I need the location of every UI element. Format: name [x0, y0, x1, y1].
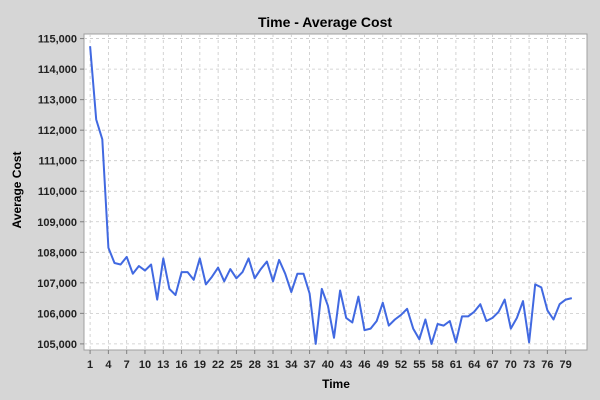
y-tick-label: 111,000 [38, 156, 77, 168]
x-tick-label: 16 [175, 359, 187, 371]
y-tick-label: 107,000 [37, 278, 77, 290]
x-tick-label: 46 [358, 359, 370, 371]
x-tick-label: 64 [468, 359, 481, 371]
y-tick-label: 115,000 [38, 34, 77, 46]
x-tick-label: 55 [413, 359, 425, 371]
chart-title: Time - Average Cost [258, 14, 392, 30]
grid-lines [84, 34, 587, 350]
x-tick-label: 28 [249, 359, 261, 371]
x-tick-label: 7 [124, 359, 130, 371]
y-tick-label: 112,000 [38, 125, 77, 137]
x-axis-label: Time [322, 377, 350, 391]
x-tick-label: 40 [322, 359, 334, 371]
x-tick-label: 79 [560, 359, 572, 371]
x-tick-label: 19 [194, 359, 206, 371]
y-tick-label: 106,000 [37, 308, 77, 320]
x-tick-label: 34 [285, 359, 298, 371]
x-tick-label: 67 [486, 359, 498, 371]
x-tick-label: 1 [87, 359, 93, 371]
x-tick-label: 37 [303, 359, 315, 371]
x-tick-label: 43 [340, 359, 352, 371]
data-series [89, 46, 573, 345]
x-tick-label: 10 [139, 359, 151, 371]
y-tick-label: 105,000 [37, 339, 77, 351]
x-tick-label: 61 [450, 359, 462, 371]
y-tick-label: 110,000 [38, 186, 77, 198]
x-tick-label: 70 [505, 359, 517, 371]
x-tick-label: 13 [157, 359, 169, 371]
x-tick-label: 4 [105, 359, 112, 371]
x-axis: 1 4 7 10 13 16 19 22 25 28 31 34 37 40 43 46 49 52 55 58 61 6… [87, 350, 572, 371]
x-tick-label: 73 [523, 359, 535, 371]
y-tick-label: 108,000 [37, 247, 77, 259]
y-tick-label: 113,000 [38, 95, 77, 107]
x-tick-label: 58 [431, 359, 443, 371]
x-tick-label: 22 [212, 359, 224, 371]
y-axis: 105,000 106,000 107,000 108,000 109,000 110,0… [37, 34, 84, 351]
x-tick-label: 25 [230, 359, 242, 371]
series-line [89, 46, 573, 345]
plot-area [83, 33, 588, 351]
x-tick-label: 49 [377, 359, 389, 371]
y-tick-label: 114,000 [38, 64, 77, 76]
x-tick-label: 31 [267, 359, 279, 371]
y-axis-label: Average Cost [10, 152, 24, 229]
x-tick-label: 52 [395, 359, 407, 371]
x-tick-label: 76 [541, 359, 553, 371]
y-tick-label: 109,000 [37, 217, 77, 229]
